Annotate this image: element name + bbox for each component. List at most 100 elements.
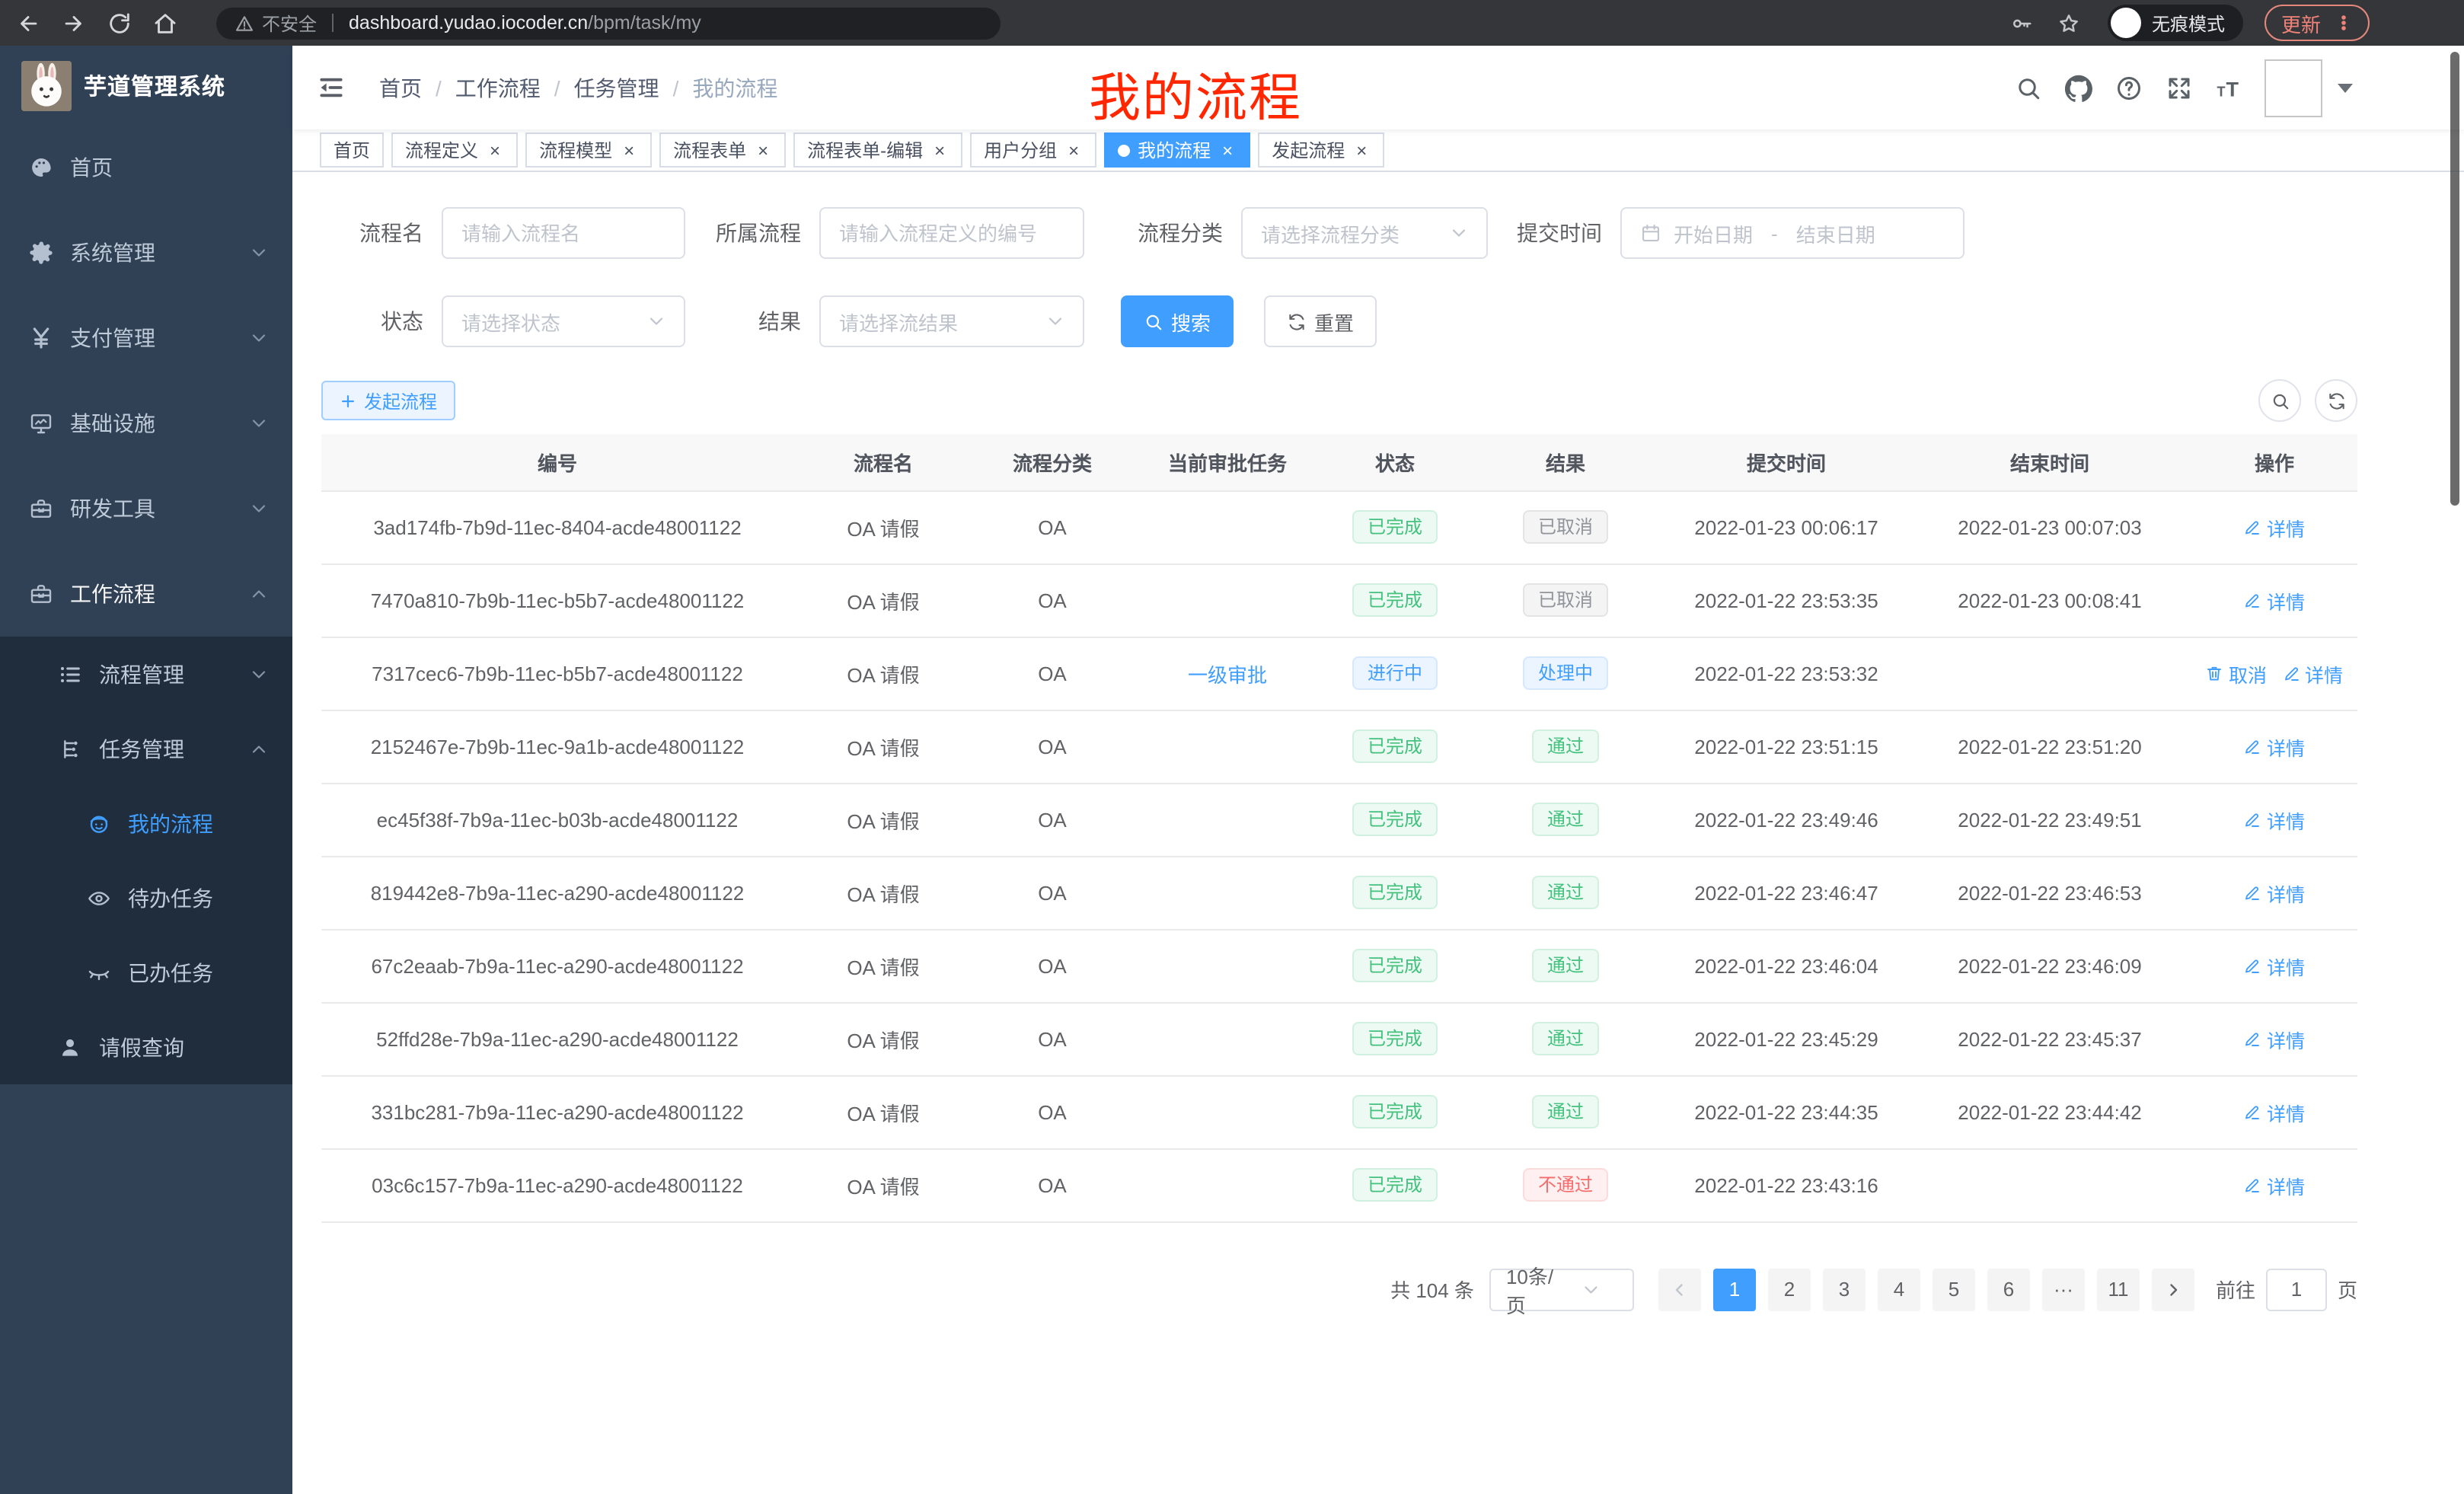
- calendar-icon: [1640, 222, 1661, 244]
- tab-label: 发起流程: [1272, 140, 1345, 161]
- detail-link[interactable]: 详情: [2244, 1170, 2305, 1199]
- cell-current-task: [1131, 1148, 1323, 1222]
- sidebar-item-home[interactable]: 首页: [0, 125, 292, 210]
- breadcrumb-item[interactable]: 工作流程: [455, 75, 541, 100]
- avatar[interactable]: [2265, 59, 2322, 117]
- sidebar-item-workflow[interactable]: 工作流程: [0, 551, 292, 637]
- tab-user-group[interactable]: 用户分组 ×: [970, 132, 1097, 168]
- detail-link[interactable]: 详情: [2244, 512, 2305, 541]
- tab-start-process[interactable]: 发起流程 ×: [1258, 132, 1385, 168]
- refresh-icon: [2326, 391, 2346, 410]
- start-date-placeholder: 开始日期: [1674, 223, 1754, 246]
- close-icon[interactable]: ×: [934, 139, 946, 161]
- cell-process-name: OA 请假: [793, 1148, 973, 1222]
- table-row: 2152467e-7b9b-11ec-9a1b-acde48001122 OA 请…: [321, 710, 2357, 784]
- close-icon[interactable]: ×: [624, 139, 635, 161]
- process-def-input-wrap: [819, 207, 1084, 259]
- reload-icon[interactable]: [107, 10, 132, 36]
- close-icon[interactable]: ×: [1356, 139, 1368, 161]
- back-icon[interactable]: [15, 10, 41, 36]
- table-row: ec45f38f-7b9a-11ec-b03b-acde48001122 OA 请…: [321, 783, 2357, 857]
- tab-home[interactable]: 首页: [320, 132, 385, 168]
- update-button[interactable]: 更新: [2264, 5, 2370, 41]
- detail-link[interactable]: 详情: [2282, 659, 2343, 688]
- detail-link[interactable]: 详情: [2244, 1024, 2305, 1053]
- status-placeholder: 请选择状态: [461, 311, 561, 334]
- next-page-button[interactable]: [2151, 1268, 2194, 1310]
- search-icon[interactable]: [2015, 74, 2042, 101]
- tab-process-model[interactable]: 流程模型 ×: [525, 132, 653, 168]
- detail-link[interactable]: 详情: [2244, 586, 2305, 615]
- sidebar-item-todo-task[interactable]: 待办任务: [0, 860, 292, 935]
- detail-label: 详情: [2266, 957, 2305, 978]
- detail-link[interactable]: 详情: [2244, 951, 2305, 980]
- tab-process-form[interactable]: 流程表单 ×: [659, 132, 787, 168]
- close-icon[interactable]: ×: [1068, 139, 1080, 161]
- sidebar-item-my-process[interactable]: 我的流程: [0, 786, 292, 860]
- breadcrumb-item[interactable]: 任务管理: [573, 75, 659, 100]
- tab-my-process[interactable]: 我的流程 ×: [1104, 132, 1251, 168]
- page-button-11[interactable]: 11: [2096, 1268, 2140, 1310]
- breadcrumb-item[interactable]: 首页: [379, 75, 422, 100]
- sidebar-item-done-task[interactable]: 已办任务: [0, 935, 292, 1010]
- scrollbar-thumb[interactable]: [2450, 52, 2459, 506]
- page-button-5[interactable]: 5: [1932, 1268, 1975, 1310]
- filter-row-1: 流程名 所属流程 流程分类 请选择流程分类 提交时间: [321, 207, 2464, 259]
- forward-icon[interactable]: [61, 10, 87, 36]
- sidebar-item-system[interactable]: 系统管理: [0, 210, 292, 295]
- github-icon[interactable]: [2065, 74, 2092, 101]
- edit-icon: [2244, 1030, 2262, 1048]
- process-def-label: 所属流程: [716, 221, 801, 245]
- prev-page-button[interactable]: [1658, 1268, 1701, 1310]
- status-select[interactable]: 请选择状态: [442, 295, 685, 347]
- page-size-select[interactable]: 10条/页: [1489, 1265, 1634, 1317]
- close-icon[interactable]: ×: [758, 139, 769, 161]
- refresh-table-button[interactable]: [2315, 379, 2357, 422]
- caret-down-icon[interactable]: [2338, 83, 2353, 92]
- close-icon[interactable]: ×: [1222, 139, 1234, 161]
- process-def-input[interactable]: [839, 222, 1064, 244]
- help-icon[interactable]: [2115, 74, 2143, 101]
- detail-link[interactable]: 详情: [2244, 732, 2305, 761]
- page-button-2[interactable]: 2: [1767, 1268, 1811, 1310]
- page-ellipsis[interactable]: ···: [2041, 1268, 2085, 1310]
- cancel-link[interactable]: 取消: [2206, 659, 2267, 688]
- sidebar-item-task-mgmt[interactable]: 任务管理: [0, 711, 292, 786]
- task-link[interactable]: 一级审批: [1187, 663, 1267, 686]
- page-button-6[interactable]: 6: [1987, 1268, 2030, 1310]
- reset-button[interactable]: 重置: [1264, 295, 1377, 347]
- address-bar[interactable]: 不安全 dashboard.yudao.iocoder.cn/bpm/task/…: [216, 7, 1001, 39]
- category-select[interactable]: 请选择流程分类: [1241, 207, 1488, 259]
- sidebar-fold-icon[interactable]: [317, 73, 346, 102]
- tab-process-definition[interactable]: 流程定义 ×: [391, 132, 519, 168]
- page-button-1[interactable]: 1: [1712, 1268, 1756, 1310]
- home-icon[interactable]: [152, 10, 178, 36]
- search-button[interactable]: 搜索: [1121, 295, 1234, 347]
- jump-page-input[interactable]: [2265, 1268, 2327, 1310]
- detail-link[interactable]: 详情: [2244, 1097, 2305, 1126]
- sidebar-item-infra[interactable]: 基础设施: [0, 381, 292, 466]
- close-icon[interactable]: ×: [490, 139, 501, 161]
- key-icon[interactable]: [2010, 11, 2033, 34]
- sidebar-item-devtools[interactable]: 研发工具: [0, 466, 292, 551]
- sidebar-item-label: 基础设施: [70, 411, 155, 436]
- sidebar-item-leave-query[interactable]: 请假查询: [0, 1010, 292, 1084]
- toggle-search-button[interactable]: [2258, 379, 2301, 422]
- sidebar-item-payment[interactable]: 支付管理: [0, 295, 292, 381]
- detail-link[interactable]: 详情: [2244, 805, 2305, 834]
- start-process-button[interactable]: 发起流程: [321, 381, 456, 420]
- page-button-4[interactable]: 4: [1877, 1268, 1920, 1310]
- star-icon[interactable]: [2057, 11, 2080, 34]
- tab-process-form-edit[interactable]: 流程表单-编辑 ×: [793, 132, 963, 168]
- fullscreen-icon[interactable]: [2166, 74, 2193, 101]
- sidebar-item-process-mgmt[interactable]: 流程管理: [0, 637, 292, 711]
- browser-menu-icon[interactable]: [2335, 12, 2353, 34]
- column-header: 状态: [1323, 434, 1467, 491]
- detail-link[interactable]: 详情: [2244, 878, 2305, 907]
- submit-time-range[interactable]: 开始日期 - 结束日期: [1620, 207, 1964, 259]
- page-button-3[interactable]: 3: [1822, 1268, 1866, 1310]
- result-select[interactable]: 请选择流结果: [819, 295, 1084, 347]
- process-name-input[interactable]: [461, 222, 665, 244]
